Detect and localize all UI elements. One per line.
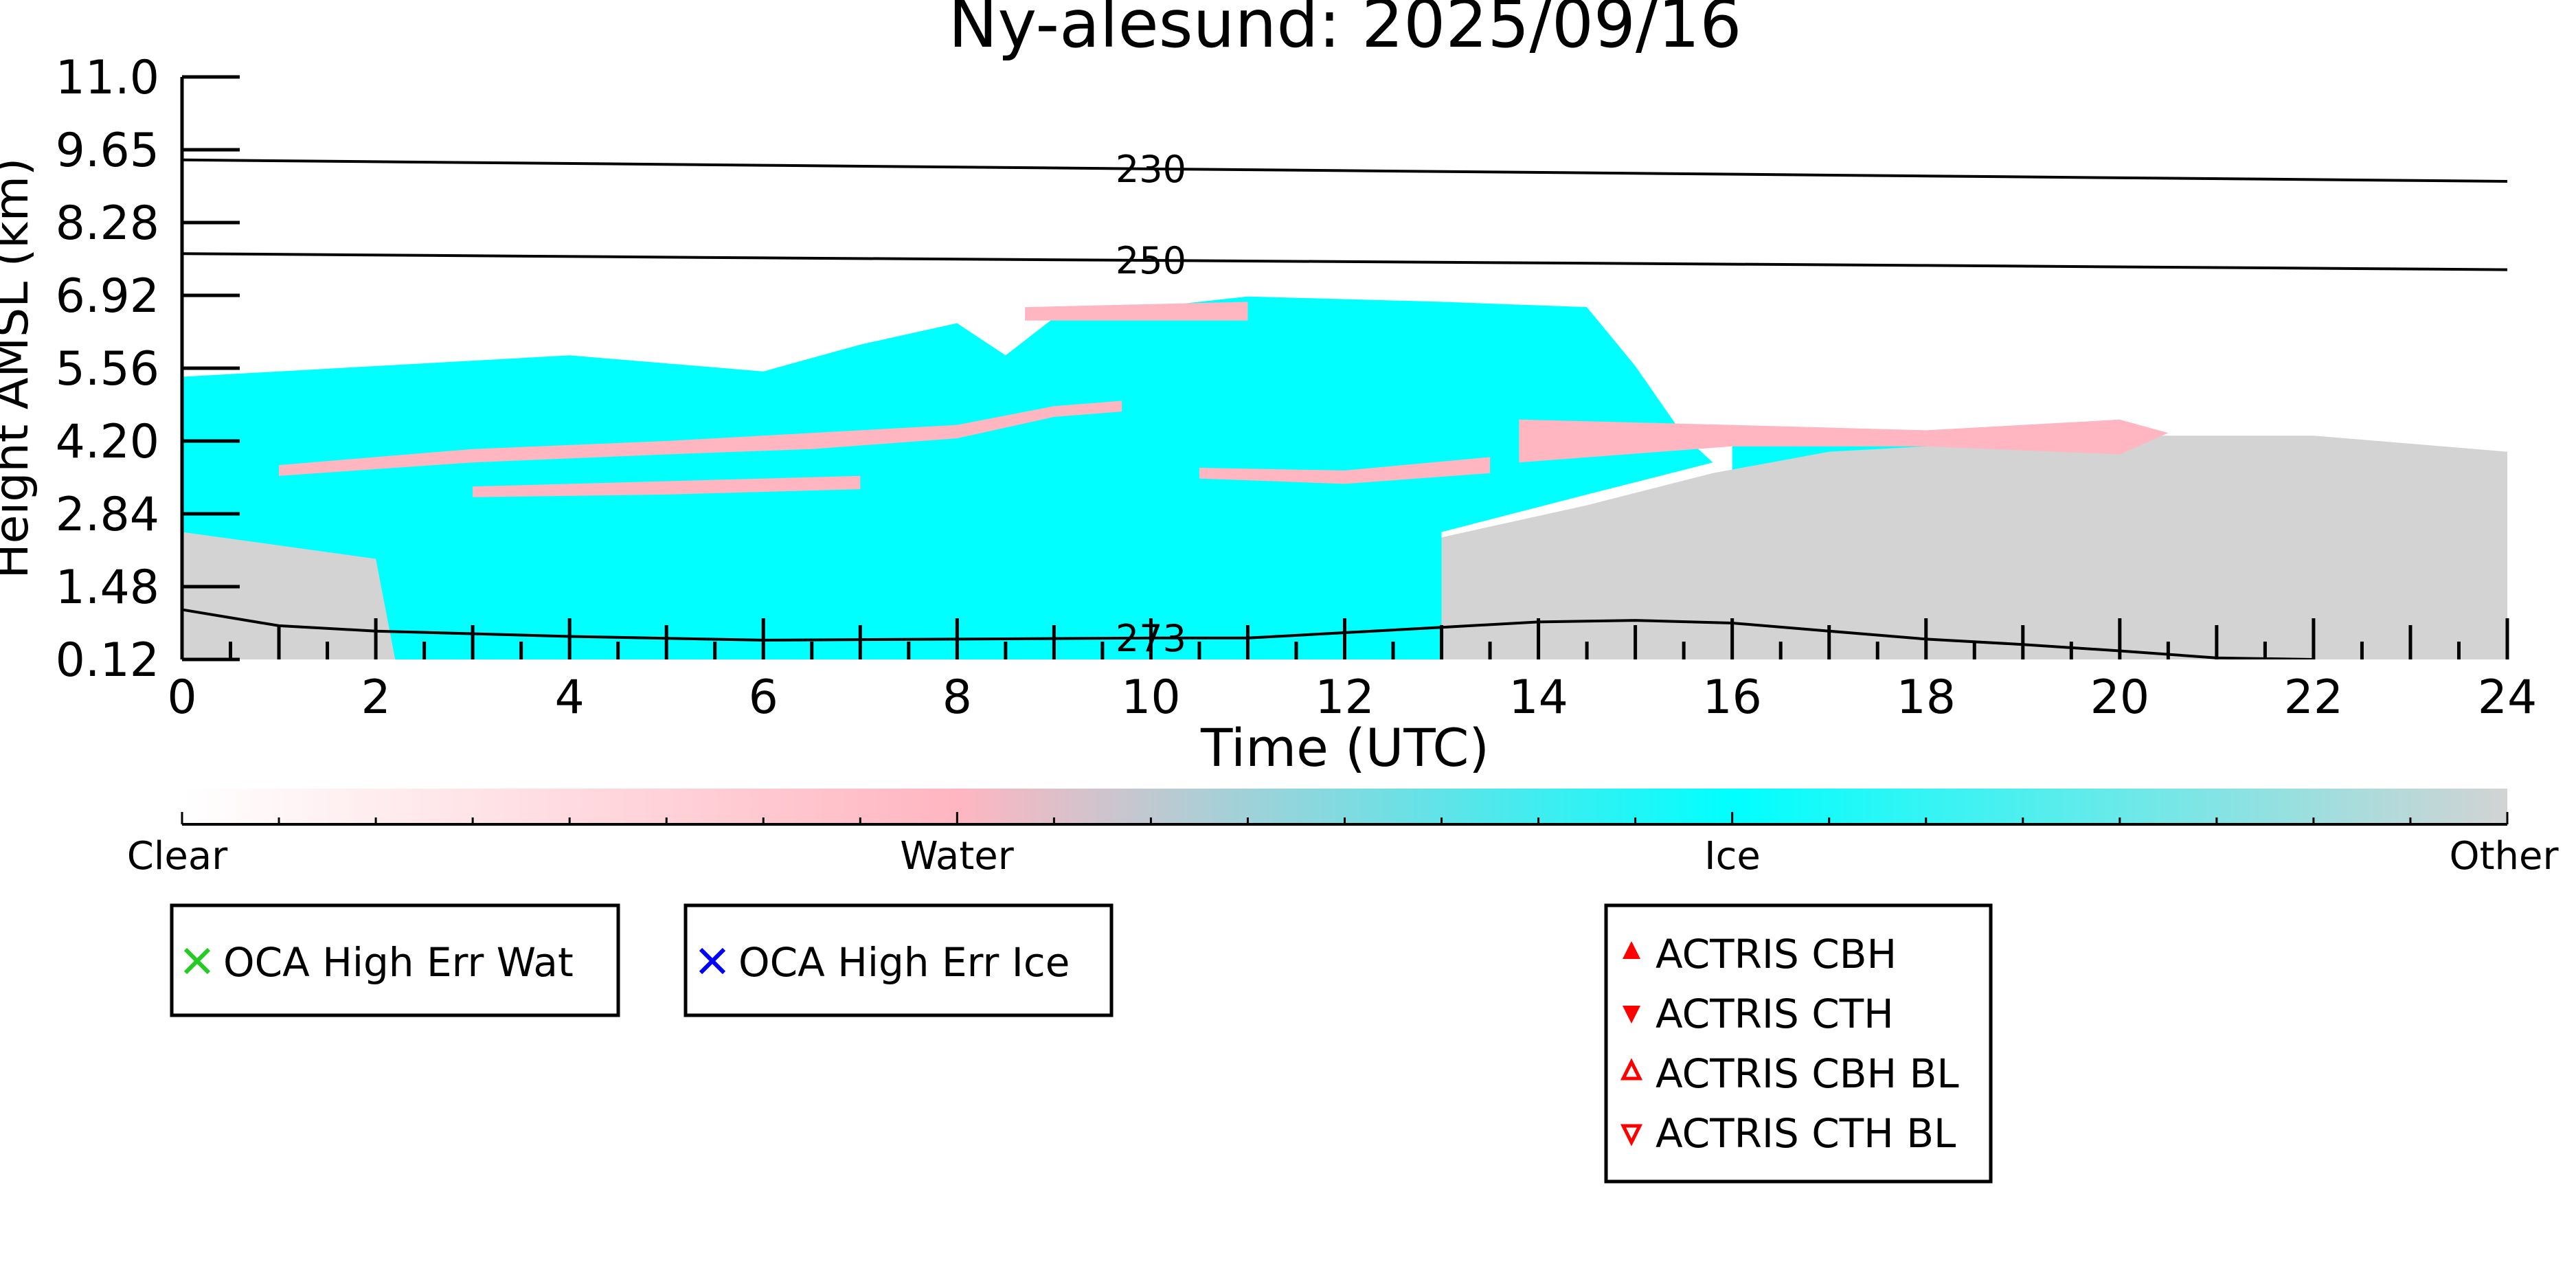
contour-label-250: 250 [1116, 239, 1186, 282]
x-tick-label: 12 [1315, 670, 1375, 725]
x-tick-label: 18 [1896, 670, 1956, 725]
legend-box [1604, 903, 1993, 1184]
y-axis-label: Height AMSL (km) [0, 158, 39, 579]
colorbar-label-clear: Clear [127, 834, 228, 879]
legend-label: ACTRIS CBH [1656, 931, 1897, 978]
y-tick-label: 9.65 [56, 124, 159, 178]
x-tick-label: 22 [2284, 670, 2344, 725]
region-water [1519, 419, 2169, 463]
y-tick-label: 0.12 [56, 633, 159, 688]
x-axis: 0 2 4 6 8 10 12 14 16 18 20 22 24 [167, 618, 2537, 725]
x-axis-label: Time (UTC) [1200, 717, 1489, 778]
colorbar-gradient [182, 789, 2507, 823]
region-water [1199, 457, 1491, 484]
legend-marker-x-icon [699, 947, 726, 975]
legend-box [170, 903, 620, 1017]
legend-label: OCA High Err Wat [223, 939, 574, 986]
y-tick-label: 4.20 [56, 415, 159, 469]
x-tick-label: 10 [1121, 670, 1181, 725]
colorbar: Clear Water Ice Other [127, 789, 2559, 879]
legend-label: ACTRIS CTH BL [1656, 1110, 1956, 1157]
colorbar-ticks [181, 812, 2509, 824]
y-axis: 0.12 1.48 2.84 4.20 5.56 6.92 8.28 9.65 11.0 [56, 51, 240, 688]
legend-oca-ice: OCA High Err Ice [683, 903, 1114, 1017]
colorbar-label-other: Other [2449, 834, 2559, 879]
legend-label: ACTRIS CBH BL [1656, 1050, 1959, 1097]
triangle-down-open-icon [1620, 1124, 1643, 1146]
legend-oca-water: OCA High Err Wat [170, 903, 620, 1017]
x-tick-label: 24 [2478, 670, 2538, 725]
legend-actris: ACTRIS CBH ACTRIS CTH ACTRIS CBH BL ACTR… [1604, 903, 1993, 1184]
triangle-down-icon [1623, 1006, 1640, 1024]
contour-line-250 [182, 252, 2507, 271]
x-tick-label: 0 [167, 670, 196, 725]
chart-title: Ny-alesund: 2025/09/16 [949, 0, 1742, 63]
x-tick-label: 2 [361, 670, 390, 725]
colorbar-label-ice: Ice [1704, 834, 1761, 879]
x-tick-label: 14 [1509, 670, 1568, 725]
y-tick-label: 8.28 [56, 196, 159, 251]
y-tick-label: 5.56 [56, 342, 159, 396]
region-other [182, 532, 396, 659]
triangle-up-icon [1623, 941, 1640, 959]
y-tick-label: 1.48 [56, 561, 159, 615]
region-ice [182, 296, 1713, 659]
legend-marker-x-icon [183, 947, 211, 975]
x-tick-label: 20 [2090, 670, 2150, 725]
region-other [1441, 436, 2507, 659]
contour-label-230: 230 [1116, 148, 1186, 191]
triangle-up-open-icon [1620, 1058, 1643, 1081]
region-water [279, 400, 1122, 476]
region-water [473, 475, 861, 497]
y-tick-label: 11.0 [56, 51, 159, 105]
region-water [1025, 302, 1248, 321]
x-tick-label: 8 [942, 670, 972, 725]
cloud-regions [182, 296, 2507, 659]
legend-box [683, 903, 1114, 1017]
legend-label: ACTRIS CTH [1656, 991, 1894, 1037]
y-tick-label: 2.84 [56, 488, 159, 542]
contour-line-230 [182, 158, 2507, 183]
x-tick-label: 6 [749, 670, 778, 725]
x-tick-label: 4 [555, 670, 585, 725]
y-tick-label: 6.92 [56, 269, 159, 324]
colorbar-label-water: Water [900, 834, 1015, 879]
x-tick-label: 16 [1702, 670, 1762, 725]
legend-label: OCA High Err Ice [738, 939, 1070, 986]
